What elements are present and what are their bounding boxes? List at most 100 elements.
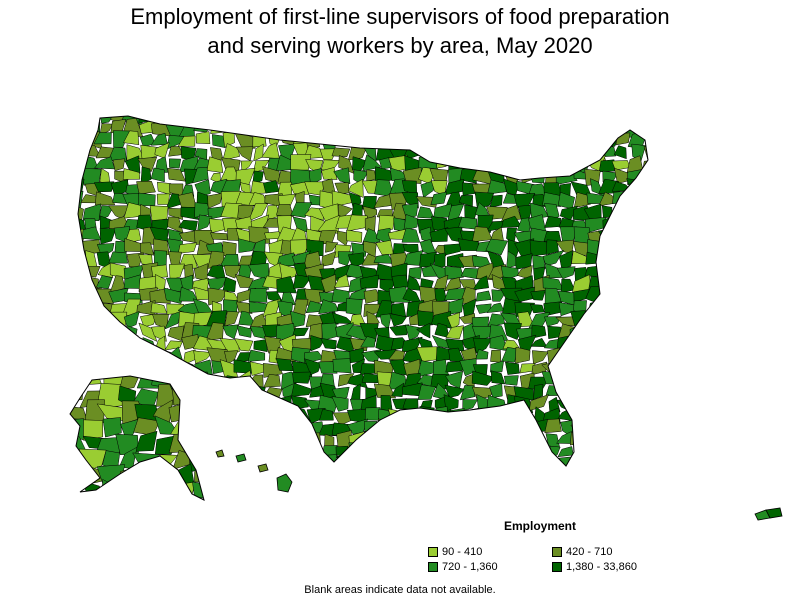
conus-area [655, 411, 673, 418]
alaska-area [101, 478, 119, 500]
conus-area [614, 301, 635, 318]
conus-area [486, 142, 505, 160]
conus-area [169, 158, 182, 169]
conus-area [124, 335, 139, 348]
alaska-area [116, 484, 137, 500]
conus-area [83, 339, 101, 350]
conus-area [261, 116, 279, 125]
conus-area [123, 310, 140, 329]
conus-area [248, 411, 267, 421]
conus-area [141, 362, 159, 374]
conus-area [361, 444, 382, 457]
conus-area [140, 166, 152, 185]
conus-area [78, 250, 85, 269]
conus-area [207, 430, 224, 447]
conus-area [515, 346, 531, 364]
alaska-area [132, 480, 160, 500]
conus-area [277, 130, 296, 146]
conus-area [78, 335, 88, 348]
conus-area [586, 406, 601, 424]
conus-area [281, 419, 299, 436]
conus-area [659, 374, 670, 389]
conus-area [110, 326, 126, 339]
conus-area [585, 421, 605, 437]
conus-area [557, 372, 577, 390]
conus-area [599, 433, 619, 449]
conus-area [401, 227, 421, 243]
conus-area [485, 238, 509, 256]
conus-area [625, 311, 645, 328]
conus-area [223, 265, 242, 279]
legend-title: Employment [504, 519, 577, 533]
conus-area [337, 373, 355, 387]
conus-area [659, 433, 676, 448]
conus-area [626, 433, 644, 446]
conus-area [642, 370, 648, 388]
conus-area [435, 457, 449, 466]
conus-area [588, 121, 604, 138]
conus-area [646, 226, 648, 246]
conus-area [613, 385, 635, 401]
conus-area [599, 263, 618, 281]
conus-area [570, 455, 592, 466]
conus-area [654, 352, 674, 364]
conus-area [78, 300, 82, 315]
legend-swatch-low [428, 547, 438, 557]
conus-area [179, 394, 195, 411]
conus-area [325, 241, 339, 253]
conus-area [546, 116, 564, 124]
conus-area [584, 335, 601, 354]
legend-item-midhigh: 720 - 1,360 [428, 561, 498, 573]
conus-area [485, 409, 508, 422]
conus-area [322, 116, 341, 126]
conus-area [444, 454, 462, 466]
conus-area [457, 120, 477, 137]
alaska-area [119, 376, 144, 391]
alaska-area [190, 386, 204, 409]
conus-area [645, 298, 648, 317]
conus-area [319, 408, 334, 421]
conus-area [587, 300, 605, 317]
alaska-area [153, 479, 176, 500]
conus-area [514, 446, 537, 462]
conus-area [264, 119, 278, 135]
conus-area [434, 147, 448, 159]
conus-area [530, 143, 548, 161]
conus-area [499, 435, 522, 450]
conus-area [571, 144, 589, 160]
conus-area [403, 214, 419, 231]
conus-area [544, 418, 562, 434]
conus-area [206, 385, 224, 397]
conus-area [662, 263, 672, 279]
conus-area [616, 287, 634, 306]
conus-area [388, 460, 411, 466]
conus-area [319, 133, 336, 150]
conus-area [237, 421, 251, 436]
legend-swatch-midlow [552, 547, 562, 557]
conus-area [112, 158, 126, 171]
conus-area [405, 324, 422, 341]
conus-area [352, 131, 363, 149]
alaska-areas [70, 376, 204, 500]
conus-area [122, 168, 141, 180]
conus-area [78, 363, 86, 378]
conus-area [598, 159, 615, 173]
conus-area [219, 394, 242, 413]
conus-area [108, 251, 129, 264]
conus-area [489, 194, 503, 208]
conus-area [418, 443, 439, 461]
conus-area [263, 387, 283, 399]
conus-area [419, 226, 433, 243]
conus-area [515, 143, 536, 160]
conus-area [587, 396, 603, 413]
conus-area [321, 167, 338, 180]
alaska-area [132, 499, 157, 500]
conus-area [471, 370, 495, 386]
conus-area [192, 410, 215, 426]
conus-area [448, 123, 467, 137]
conus-area [269, 407, 285, 426]
conus-area [500, 147, 521, 160]
conus-area [191, 383, 212, 396]
conus-area [611, 444, 633, 460]
